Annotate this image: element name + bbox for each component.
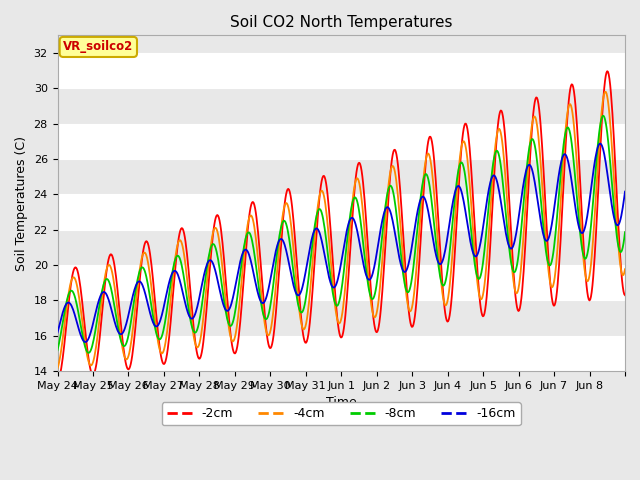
Bar <box>58 124 625 159</box>
Bar <box>58 194 625 230</box>
Y-axis label: Soil Temperatures (C): Soil Temperatures (C) <box>15 136 28 271</box>
X-axis label: Time: Time <box>326 396 356 409</box>
Bar <box>58 53 625 88</box>
Title: Soil CO2 North Temperatures: Soil CO2 North Temperatures <box>230 15 452 30</box>
Bar <box>58 265 625 300</box>
Bar <box>58 336 625 371</box>
Legend: -2cm, -4cm, -8cm, -16cm: -2cm, -4cm, -8cm, -16cm <box>162 402 521 425</box>
Text: VR_soilco2: VR_soilco2 <box>63 40 134 53</box>
